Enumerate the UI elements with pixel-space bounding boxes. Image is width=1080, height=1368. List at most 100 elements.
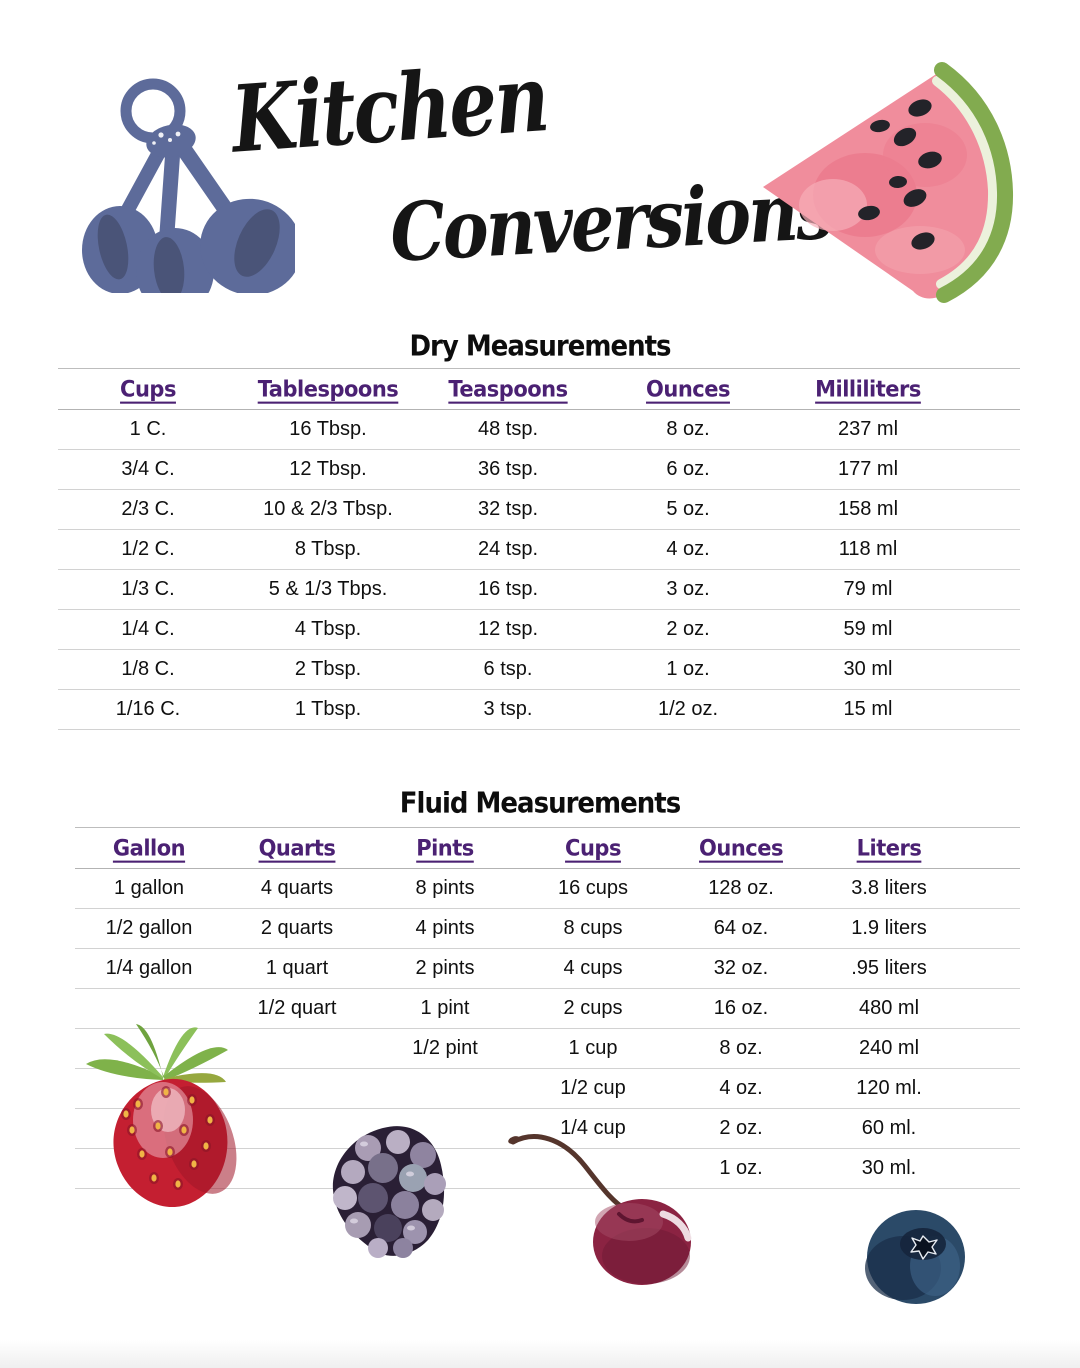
table-cell: 12 Tbsp. bbox=[289, 458, 367, 480]
table-cell: 2 Tbsp. bbox=[294, 658, 362, 680]
table-row: 1/4 cup 2 oz. 60 ml. bbox=[75, 1109, 1020, 1149]
column-header: Tablespoons bbox=[257, 376, 399, 402]
fluid-measurements-table: Gallon Quarts Pints Cups Ounces Liters 1 gall… bbox=[75, 827, 1020, 1189]
table-cell: 36 tsp. bbox=[477, 458, 539, 480]
table-cell: 1/3 C. bbox=[121, 578, 175, 600]
column-header: Ounces bbox=[699, 835, 783, 861]
table-cell: 120 ml. bbox=[856, 1077, 922, 1099]
table-cell: 5 & 1/3 Tbps. bbox=[268, 578, 388, 600]
fluid-measurements-title: Fluid Measurements bbox=[399, 787, 681, 821]
column-header: Milliliters bbox=[815, 376, 921, 402]
table-cell: 12 tsp. bbox=[477, 618, 539, 640]
table-cell: 1/4 gallon bbox=[105, 957, 193, 979]
table-cell: 2 oz. bbox=[719, 1117, 763, 1139]
dry-table-header-row: Cups Tablespoons Teaspoons Ounces Milliliter… bbox=[58, 368, 1020, 410]
table-cell: 1 oz. bbox=[666, 658, 710, 680]
table-cell: 1/2 quart bbox=[257, 997, 337, 1019]
table-row: 2/3 C. 10 & 2/3 Tbsp. 32 tsp. 5 oz. 158 ml bbox=[58, 490, 1020, 530]
page-bottom-edge bbox=[0, 1340, 1080, 1368]
table-cell: 2 cups bbox=[563, 997, 623, 1019]
table-cell: 3/4 C. bbox=[121, 458, 175, 480]
table-cell: 240 ml bbox=[858, 1037, 920, 1059]
watermelon-slice-illustration bbox=[763, 62, 1014, 303]
fluid-table-header-row: Gallon Quarts Pints Cups Ounces Liters bbox=[75, 827, 1020, 869]
dry-measurements-title: Dry Measurements bbox=[409, 330, 671, 364]
table-row: 3/4 C. 12 Tbsp. 36 tsp. 6 oz. 177 ml bbox=[58, 450, 1020, 490]
table-cell: 8 oz. bbox=[719, 1037, 763, 1059]
table-cell: 8 oz. bbox=[666, 418, 710, 440]
table-row: 1/2 C. 8 Tbsp. 24 tsp. 4 oz. 118 ml bbox=[58, 530, 1020, 570]
table-cell: 8 Tbsp. bbox=[294, 538, 362, 560]
column-header: Ounces bbox=[646, 376, 730, 402]
table-cell: 5 oz. bbox=[666, 498, 710, 520]
table-cell: 4 quarts bbox=[260, 877, 334, 899]
table-cell: 60 ml. bbox=[861, 1117, 917, 1139]
table-cell: 24 tsp. bbox=[477, 538, 539, 560]
column-header: Cups bbox=[565, 835, 621, 861]
table-cell: 1/2 C. bbox=[121, 538, 175, 560]
cherry-illustration bbox=[508, 1134, 692, 1285]
table-row: 1 gallon 4 quarts 8 pints 16 cups 128 oz. 3.8… bbox=[75, 869, 1020, 909]
table-cell: 4 Tbsp. bbox=[294, 618, 362, 640]
table-cell: 1/4 C. bbox=[121, 618, 175, 640]
column-header: Cups bbox=[120, 376, 176, 402]
table-row: 1/16 C. 1 Tbsp. 3 tsp. 1/2 oz. 15 ml bbox=[58, 690, 1020, 730]
table-cell: 30 ml. bbox=[861, 1157, 917, 1179]
table-cell: 1.9 liters bbox=[851, 917, 927, 939]
table-cell: 2 oz. bbox=[666, 618, 710, 640]
column-header: Teaspoons bbox=[448, 376, 568, 402]
table-cell: 128 oz. bbox=[708, 877, 774, 899]
table-cell: 30 ml bbox=[843, 658, 893, 680]
table-cell: 480 ml bbox=[858, 997, 920, 1019]
column-header: Liters bbox=[856, 835, 922, 861]
table-cell: 1 pint bbox=[420, 997, 470, 1019]
dry-measurements-table: Cups Tablespoons Teaspoons Ounces Milliliter… bbox=[58, 368, 1020, 730]
table-cell: 1/8 C. bbox=[121, 658, 175, 680]
table-cell: 64 oz. bbox=[713, 917, 769, 939]
table-cell: 177 ml bbox=[837, 458, 899, 480]
table-cell: 32 oz. bbox=[713, 957, 769, 979]
table-cell: 4 cups bbox=[563, 957, 623, 979]
table-cell: 1 oz. bbox=[719, 1157, 763, 1179]
table-row: 1/4 C. 4 Tbsp. 12 tsp. 2 oz. 59 ml bbox=[58, 610, 1020, 650]
table-cell: 158 ml bbox=[837, 498, 899, 520]
table-cell: 1/2 oz. bbox=[657, 698, 719, 720]
table-cell: 1/2 gallon bbox=[105, 917, 193, 939]
table-cell: 1/2 cup bbox=[560, 1077, 626, 1099]
table-cell: 8 cups bbox=[563, 917, 623, 939]
table-cell: 16 Tbsp. bbox=[289, 418, 367, 440]
table-row: 1/2 cup 4 oz. 120 ml. bbox=[75, 1069, 1020, 1109]
table-cell: 48 tsp. bbox=[477, 418, 539, 440]
table-cell: 16 oz. bbox=[713, 997, 769, 1019]
measuring-spoons-illustration bbox=[82, 78, 295, 293]
table-cell: 8 pints bbox=[415, 877, 475, 899]
column-header: Quarts bbox=[258, 835, 336, 861]
table-cell: 16 tsp. bbox=[477, 578, 539, 600]
table-cell: 15 ml bbox=[843, 698, 893, 720]
table-cell: 1 Tbsp. bbox=[294, 698, 362, 720]
table-cell: 32 tsp. bbox=[477, 498, 539, 520]
table-cell: 6 tsp. bbox=[483, 658, 533, 680]
table-row: 1/2 gallon 2 quarts 4 pints 8 cups 64 oz. 1.9… bbox=[75, 909, 1020, 949]
table-cell: 6 oz. bbox=[666, 458, 710, 480]
table-cell: 4 pints bbox=[415, 917, 475, 939]
table-cell: 1 C. bbox=[129, 418, 167, 440]
table-cell: 1 quart bbox=[265, 957, 329, 979]
table-cell: 2 quarts bbox=[260, 917, 334, 939]
table-row: 1/8 C. 2 Tbsp. 6 tsp. 1 oz. 30 ml bbox=[58, 650, 1020, 690]
table-row: 1 C. 16 Tbsp. 48 tsp. 8 oz. 237 ml bbox=[58, 410, 1020, 450]
table-cell: 3 oz. bbox=[666, 578, 710, 600]
strawberry-illustration bbox=[86, 1024, 237, 1208]
table-cell: 1/16 C. bbox=[115, 698, 181, 720]
table-cell: 4 oz. bbox=[666, 538, 710, 560]
table-cell: 1/4 cup bbox=[560, 1117, 626, 1139]
table-cell: 10 & 2/3 Tbsp. bbox=[263, 498, 393, 520]
table-cell: 1 cup bbox=[568, 1037, 618, 1059]
table-cell: .95 liters bbox=[851, 957, 927, 979]
column-header: Pints bbox=[416, 835, 474, 861]
table-cell: 2 pints bbox=[415, 957, 475, 979]
table-cell: 3.8 liters bbox=[851, 877, 927, 899]
table-cell: 1/2 pint bbox=[412, 1037, 478, 1059]
table-cell: 59 ml bbox=[843, 618, 893, 640]
